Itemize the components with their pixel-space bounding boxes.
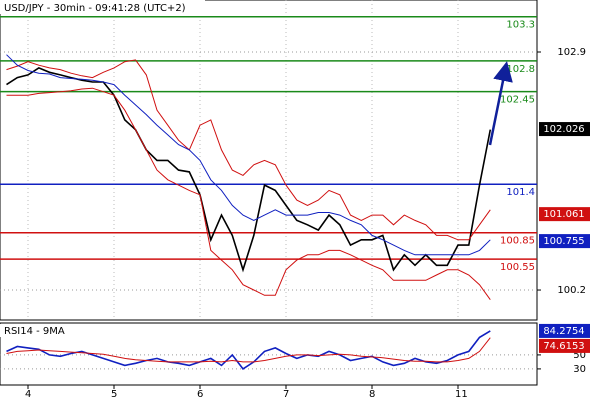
x-tick-label: 5 [111,389,117,400]
y-tick-label: 50 [573,350,586,361]
main-plot [0,0,537,320]
chart-title: USD/JPY - 30min - 09:41:28 (UTC+2) [4,3,186,14]
series-line [6,337,491,363]
indicator-title: RSI14 - 9MA [4,326,65,337]
x-tick-label: 6 [197,389,203,400]
y-tick-label: 102.9 [557,47,586,58]
level-label: 103.3 [506,20,535,31]
price-marker [539,338,590,353]
price-marker [539,122,590,137]
level-label: 100.55 [500,262,535,273]
level-label: 102.45 [500,95,535,106]
x-tick-label: 8 [369,389,375,400]
indicator-panel [0,322,538,386]
y-tick-label: 30 [573,364,586,375]
x-tick-label: 7 [283,389,289,400]
price-marker-label: 101.061 [543,209,584,220]
indicator-title-bg [0,324,70,337]
price-marker [539,207,590,222]
price-marker-label: 102.026 [543,124,584,135]
price-marker-label: 100.755 [543,236,584,247]
price-marker-label: 84.2754 [543,326,584,337]
main-panel [0,0,538,321]
price-marker [539,323,590,338]
level-label: 102.8 [506,64,535,75]
series-line [6,67,492,273]
series-line [6,54,491,256]
price-marker [539,234,590,249]
series-line [6,59,491,241]
price-marker-label: 74.6153 [543,341,584,352]
x-tick-label: 11 [455,389,468,400]
level-label: 100.85 [500,236,535,247]
series-line [6,87,491,300]
level-label: 101.4 [506,187,535,198]
x-tick-label: 4 [25,389,31,400]
title-bg [0,0,205,14]
arrow [488,61,513,146]
y-tick-label: 100.2 [557,285,586,296]
indicator-plot [0,330,537,370]
